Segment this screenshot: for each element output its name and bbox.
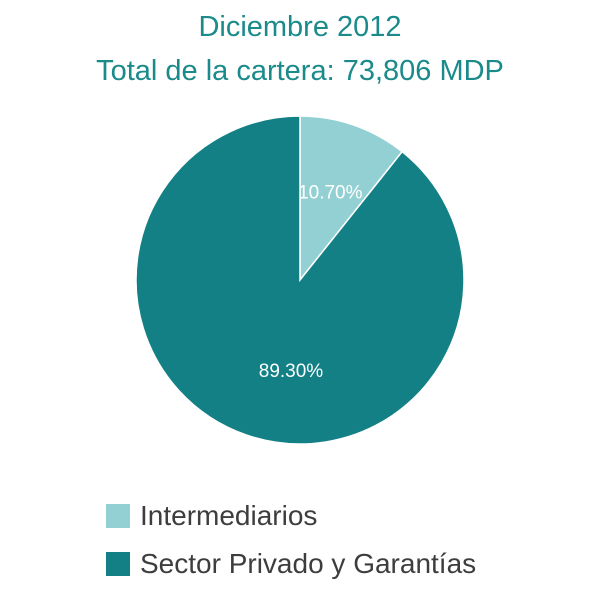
data-label-1: 89.30% bbox=[259, 361, 324, 382]
pie-slice-1 bbox=[135, 115, 465, 445]
legend-item-intermediarios: Intermediarios bbox=[106, 496, 476, 536]
chart-subtitle: Total de la cartera: 73,806 MDP bbox=[96, 55, 504, 87]
legend-item-sector-privado: Sector Privado y Garantías bbox=[106, 544, 476, 584]
legend-swatch-sector-privado bbox=[106, 552, 130, 576]
legend-label: Intermediarios bbox=[140, 500, 318, 531]
legend: Intermediarios Sector Privado y Garantía… bbox=[106, 496, 476, 592]
pie-slice-0 bbox=[299, 115, 404, 283]
data-label-0: 10.70% bbox=[298, 182, 363, 203]
legend-label: Sector Privado y Garantías bbox=[140, 548, 477, 579]
chart-title: Diciembre 2012 bbox=[198, 11, 402, 43]
legend-swatch-intermediarios bbox=[106, 504, 130, 528]
